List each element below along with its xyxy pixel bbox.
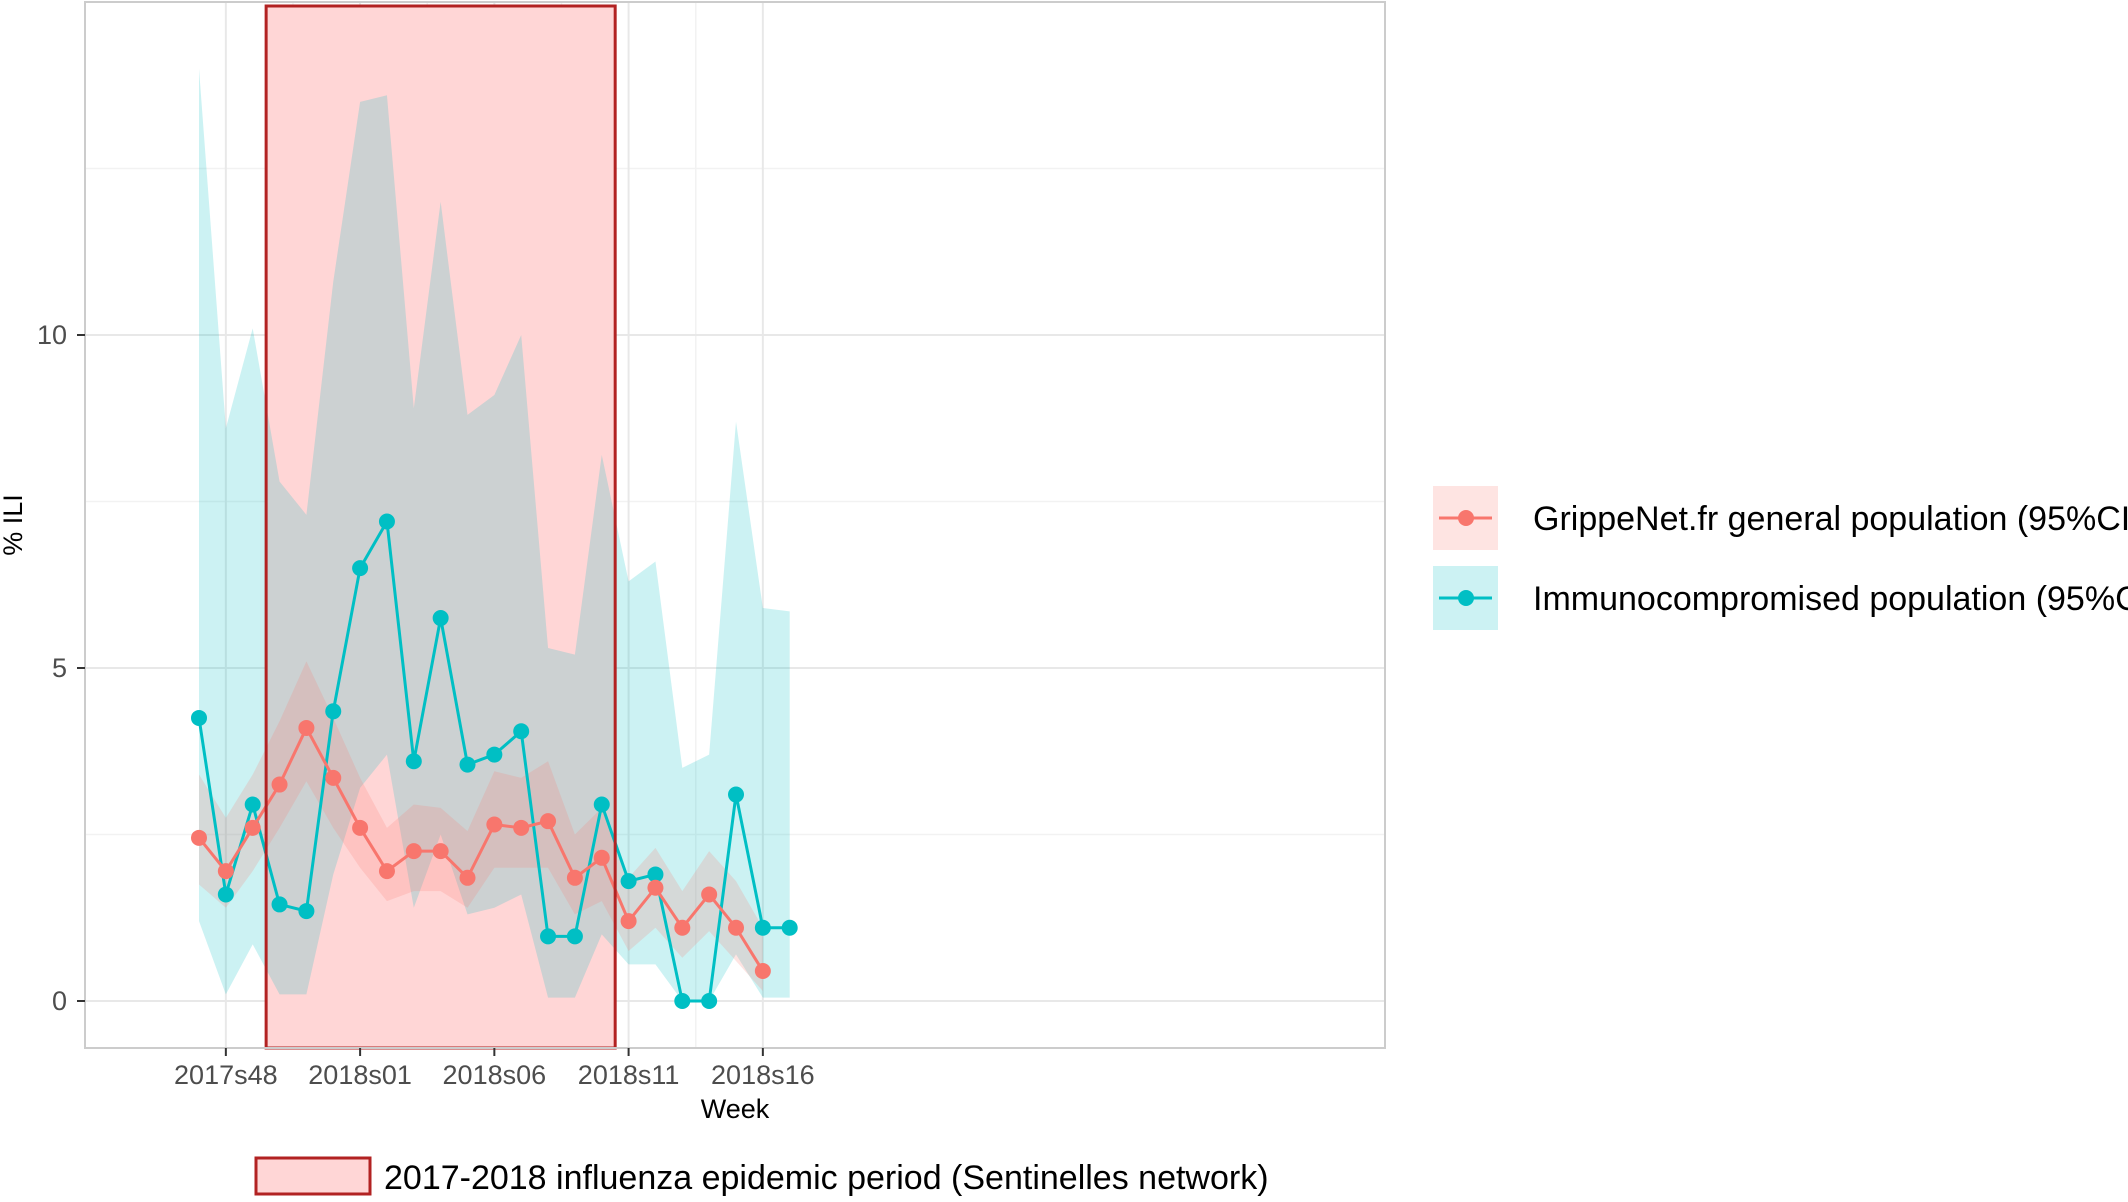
y-tick-label: 0 [52, 986, 67, 1016]
y-tick-labels: 0 5 10 [37, 320, 67, 1016]
x-tick-label: 2018s16 [711, 1060, 815, 1090]
data-point [217, 886, 234, 903]
epidemic-period-fill [266, 6, 616, 1048]
data-point [513, 819, 530, 836]
legend: GrippeNet.fr general population (95%CI) I… [1433, 486, 2128, 630]
plot-panel-border [84, 1, 1386, 1049]
data-point [754, 919, 771, 936]
caption-swatch [254, 1156, 372, 1196]
data-point [781, 919, 798, 936]
data-point [593, 849, 610, 866]
data-point [378, 513, 395, 530]
data-point [244, 819, 261, 836]
data-point [244, 796, 261, 813]
epidemic-period-caption: 2017-2018 influenza epidemic period (Sen… [254, 1156, 1269, 1197]
data-point [405, 843, 422, 860]
data-point [540, 813, 557, 830]
data-point [298, 719, 315, 736]
axis-ticks [77, 334, 764, 1056]
legend-label: Immunocompromised population (95%CI) [1533, 580, 2128, 618]
data-point [432, 610, 449, 627]
data-point [298, 903, 315, 920]
data-point [405, 753, 422, 770]
data-point [486, 746, 503, 763]
series-line [197, 724, 765, 972]
data-point [566, 928, 583, 945]
x-tick-label: 2018s06 [443, 1060, 547, 1090]
data-point [566, 869, 583, 886]
data-point [352, 560, 369, 577]
data-point [217, 863, 234, 880]
y-tick-label: 10 [37, 320, 67, 350]
y-axis-title: % ILI [0, 494, 28, 556]
data-point [647, 879, 664, 896]
data-point [647, 866, 664, 883]
data-point [620, 913, 637, 930]
x-tick-label: 2017s48 [174, 1060, 278, 1090]
legend-label: GrippeNet.fr general population (95%CI) [1533, 500, 2128, 538]
data-point [674, 993, 691, 1009]
data-point [325, 703, 342, 720]
x-tick-labels: 2017s48 2018s01 2018s06 2018s11 2018s16 [174, 1060, 815, 1090]
data-point [432, 843, 449, 860]
data-point [701, 886, 718, 903]
data-point [459, 869, 476, 886]
series-points [191, 513, 798, 1009]
y-tick-label: 5 [52, 653, 67, 683]
data-point [540, 928, 557, 945]
data-point [728, 786, 744, 803]
x-tick-label: 2018s01 [308, 1060, 412, 1090]
data-point [674, 919, 691, 936]
data-point [728, 919, 744, 936]
data-point [620, 873, 637, 890]
data-point [191, 829, 207, 846]
data-point [486, 816, 503, 833]
data-point [459, 756, 476, 773]
x-tick-label: 2018s11 [578, 1060, 680, 1090]
caption-label: 2017-2018 influenza epidemic period (Sen… [384, 1159, 1269, 1197]
data-point [271, 896, 288, 913]
data-point [325, 769, 342, 786]
data-point [513, 723, 530, 740]
data-point [754, 963, 771, 980]
ci-band [199, 68, 790, 1002]
data-point [378, 863, 395, 880]
data-point [352, 819, 369, 836]
data-point [271, 776, 288, 793]
data-point [701, 993, 718, 1009]
data-point [191, 709, 207, 726]
x-axis-title: Week [701, 1094, 770, 1124]
legend-key-point [1458, 590, 1474, 606]
data-point [593, 796, 610, 813]
legend-key-point [1458, 510, 1474, 526]
epidemic-period-rect [266, 6, 616, 1048]
